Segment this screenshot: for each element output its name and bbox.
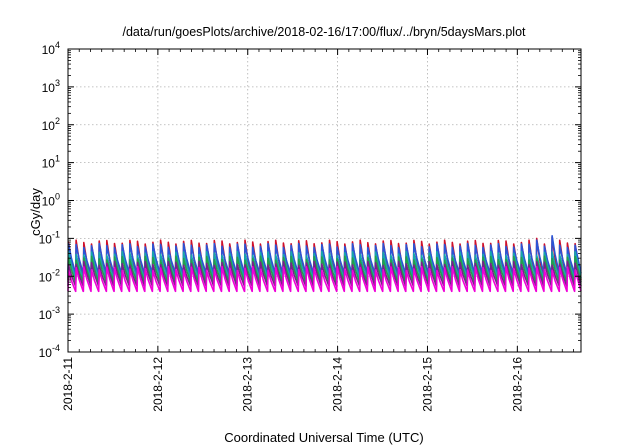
y-tick-label: 102 — [42, 116, 60, 133]
y-axis-ticks: 10-4 10-3 10-2 10-1 100 101 102 103 104 — [39, 40, 581, 360]
data-series-6 — [67, 265, 582, 293]
chart-title: /data/run/goesPlots/archive/2018-02-16/1… — [122, 25, 526, 39]
x-tick-label: 2018-2-15 — [420, 357, 434, 412]
y-tick-label: 104 — [42, 40, 60, 57]
y-tick-label: 101 — [42, 154, 60, 171]
y-tick-label: 10-2 — [39, 267, 60, 284]
y-tick-label: 103 — [42, 78, 60, 95]
y-tick-label: 10-1 — [39, 229, 60, 246]
x-tick-label: 2018-2-11 — [61, 357, 75, 411]
x-axis-label: Coordinated Universal Time (UTC) — [224, 430, 423, 445]
x-axis-ticks: 2018-2-11 2018-2-12 2018-2-13 2018-2-14 2018… — [61, 49, 574, 412]
y-tick-label: 100 — [42, 192, 60, 209]
x-tick-label: 2018-2-13 — [241, 357, 255, 412]
x-tick-label: 2018-2-16 — [510, 357, 524, 412]
series-group — [67, 235, 582, 293]
y-tick-label: 10-4 — [39, 343, 60, 360]
x-tick-label: 2018-2-14 — [331, 357, 345, 412]
x-tick-label: 2018-2-12 — [151, 357, 165, 412]
y-tick-label: 10-3 — [39, 305, 60, 322]
y-axis-label: cGy/day — [28, 188, 43, 236]
